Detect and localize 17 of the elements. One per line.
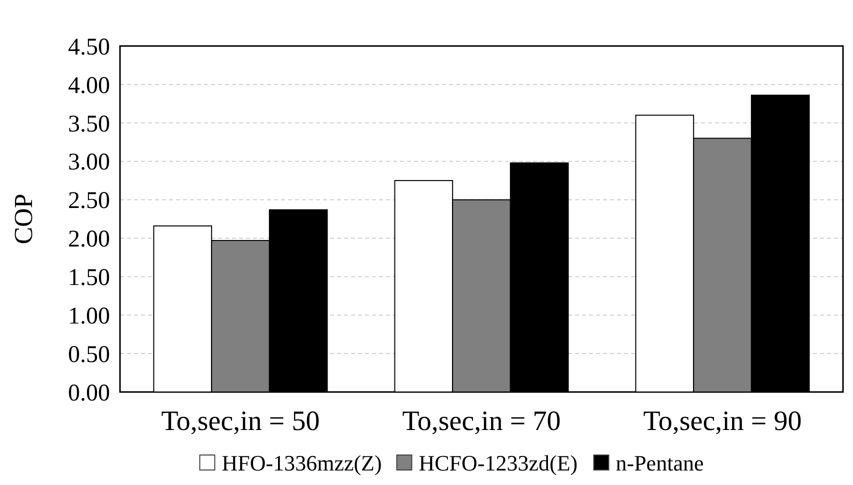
y-tick-label: 3.50: [68, 111, 110, 138]
y-tick-label: 2.50: [68, 188, 110, 214]
y-tick-label: 0.50: [68, 342, 110, 368]
x-tick-label: To,sec,in = 50: [161, 406, 320, 437]
y-tick-label: 4.00: [68, 72, 110, 99]
y-tick-label: 2.00: [68, 226, 110, 253]
y-tick-label: 1.50: [68, 265, 110, 292]
y-tick-label: 4.50: [68, 34, 110, 60]
text: HFO-1336mzz(Z): [222, 450, 382, 476]
y-tick-label: 3.00: [68, 150, 110, 176]
legend-label: n-Pentane: [616, 450, 704, 476]
y-tick-label: 1.00: [68, 304, 110, 330]
y-axis-title: COP: [9, 194, 38, 244]
x-tick-label: To,sec,in = 90: [643, 406, 802, 437]
legend-label: HCFO-1233zd(E): [418, 450, 578, 476]
y-tick-label: 0.00: [68, 380, 110, 406]
x-tick-label: To,sec,in = 70: [402, 406, 561, 437]
